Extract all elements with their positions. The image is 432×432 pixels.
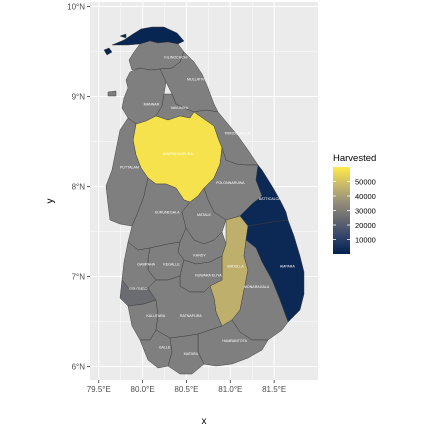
x-tick-label: 79.5°E <box>87 385 111 394</box>
legend-tick-label: 50000 <box>355 177 376 186</box>
district-hambantota <box>197 319 269 367</box>
district-label: MULLATIVU <box>187 77 207 81</box>
district-label: KANDY <box>193 254 206 258</box>
y-tick-label: 7°N <box>72 273 86 282</box>
district-kegalle <box>147 241 185 281</box>
y-tick-label: 6°N <box>72 363 86 372</box>
panel-clip-left <box>0 0 90 432</box>
x-axis-title: x <box>202 416 207 427</box>
district-jaffna <box>103 26 185 56</box>
district-label: MANNAR <box>144 103 160 107</box>
district-label: MONARAGALA <box>244 285 270 289</box>
legend-tick-label: 30000 <box>355 206 376 215</box>
district-label: KEGALLE <box>163 263 180 267</box>
legend-title: Harvested <box>333 153 376 164</box>
x-tick-label: 80.0°E <box>131 385 155 394</box>
district-label: BATTICALOA <box>259 197 282 201</box>
district-labels: KILINOCHCHI MULLATIVU MANNAR VAVUNIYA TRINCO… <box>120 56 295 356</box>
y-tick-label: 9°N <box>72 93 86 102</box>
x-tick-label: 80.5°E <box>174 385 198 394</box>
x-tick-label: 81.0°E <box>218 385 242 394</box>
legend-tick-label: 20000 <box>355 221 376 230</box>
legend-colorbar <box>333 167 350 254</box>
district-label: KALUTARA <box>146 314 165 318</box>
district-label: PUTTALAM <box>120 166 139 170</box>
district-label: POLONNARUWA <box>216 181 245 185</box>
district-label: GAMPAHA <box>137 263 155 267</box>
district-label: MATALE <box>197 213 211 217</box>
district-polygons <box>103 26 305 375</box>
district-label: NUWARA ELIYA <box>195 274 222 278</box>
y-tick-label: 8°N <box>72 183 86 192</box>
x-axis-ticks: 79.5°E 80.0°E 80.5°E 81.0°E 81.5°E <box>87 380 286 394</box>
x-tick-label: 81.5°E <box>262 385 286 394</box>
y-axis-ticks: 6°N 7°N 8°N 9°N 10°N <box>67 3 90 372</box>
district-label: COLOMBO <box>129 287 148 291</box>
district-label: KURUNEGALA <box>155 211 180 215</box>
district-label: TRINCOMALEE <box>224 131 251 135</box>
legend-tick-label: 40000 <box>355 192 376 201</box>
district-matara <box>167 333 205 375</box>
district-label: ANURADHAPURA <box>163 152 194 156</box>
district-label: AMPARA <box>280 265 296 269</box>
district-label: RATNAPURA <box>180 314 203 318</box>
y-axis-title: y <box>45 199 56 204</box>
district-label: KILINOCHCHI <box>164 56 187 60</box>
district-label: BADULLA <box>227 265 244 269</box>
district-label: GALLE <box>159 346 171 350</box>
legend-tick-label: 10000 <box>355 235 376 244</box>
district-label: MATARA <box>184 352 199 356</box>
legend: Harvested 10000 20000 30000 40000 50000 <box>333 153 376 254</box>
y-tick-label: 10°N <box>67 3 85 12</box>
district-label: VAVUNIYA <box>171 106 189 110</box>
district-label: HAMBANTOTA <box>222 339 247 343</box>
legend-ticks: 10000 20000 30000 40000 50000 <box>333 177 376 244</box>
